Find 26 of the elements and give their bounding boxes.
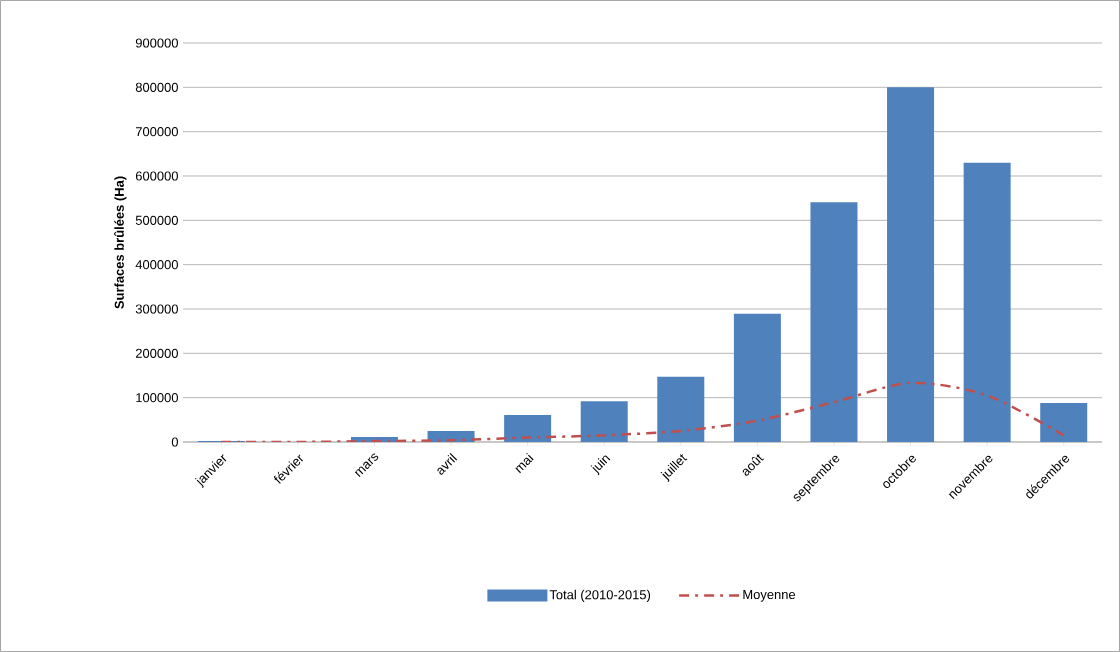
y-axis-title: Surfaces brûlées (Ha)	[114, 176, 127, 309]
y-tick-label: 600000	[135, 171, 178, 181]
y-tick-label: 400000	[135, 260, 178, 270]
y-tick-label: 700000	[135, 127, 178, 137]
bar	[963, 162, 1011, 442]
x-tick-label: août	[742, 454, 764, 476]
legend-label: Total (2010-2015)	[549, 589, 651, 602]
x-tick-label: juin	[590, 455, 611, 476]
bar	[733, 313, 781, 442]
bar	[810, 202, 858, 442]
y-tick-label: 300000	[135, 304, 178, 314]
line-series	[220, 381, 1065, 442]
bar	[1040, 402, 1088, 442]
bar	[504, 414, 552, 442]
x-tick-label: avril	[437, 452, 458, 475]
x-tick-label: mai	[515, 452, 534, 474]
bar	[580, 401, 628, 442]
y-tick-label: 0	[171, 437, 178, 447]
y-tick-label: 500000	[135, 215, 178, 225]
legend-label: Moyenne	[743, 590, 796, 602]
bar	[657, 376, 705, 442]
bar	[887, 87, 935, 442]
y-tick-label: 800000	[135, 82, 178, 92]
y-tick-label: 200000	[135, 348, 178, 358]
y-tick-label: 900000	[135, 38, 178, 48]
y-tick-label: 100000	[136, 393, 178, 403]
